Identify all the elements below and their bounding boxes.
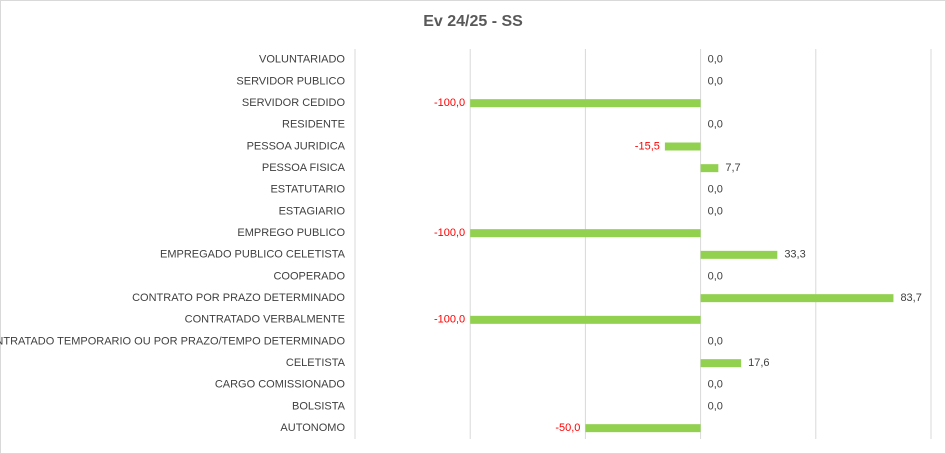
y-tick-label: ESTATUTARIO [270,184,345,196]
y-tick-label: SERVIDOR PUBLICO [236,75,345,87]
bar [470,315,701,324]
data-label: 83,7 [900,292,921,304]
y-tick-label: AUTONOMO [280,422,345,434]
data-label: 7,7 [725,162,740,174]
data-label: -15,5 [635,140,660,152]
data-label: 0,0 [708,270,723,282]
data-label: 0,0 [708,379,723,391]
data-label: 0,0 [708,75,723,87]
bar [700,294,894,303]
y-tick-label: CONTRATADO VERBALMENTE [185,314,345,326]
data-label: 0,0 [708,335,723,347]
data-label: 0,0 [708,205,723,217]
data-label: 33,3 [784,249,805,261]
data-label: -100,0 [434,314,465,326]
bar [470,229,701,238]
y-tick-label: SERVIDOR CEDIDO [242,97,346,109]
y-tick-label: RESIDENTE [282,119,345,131]
y-tick-label: CELETISTA [286,357,346,369]
y-tick-label: BOLSISTA [292,400,346,412]
data-label: 17,6 [748,357,769,369]
chart-title: Ev 24/25 - SS [423,13,523,30]
bar [700,250,778,259]
y-tick-label: CARGO COMISSIONADO [215,379,346,391]
y-tick-label: EMPREGADO PUBLICO CELETISTA [160,249,346,261]
data-label: -100,0 [434,227,465,239]
data-label: -50,0 [555,422,580,434]
y-tick-label: PESSOA FISICA [262,162,346,174]
y-tick-label: CONTRATADO TEMPORARIO OU POR PRAZO/TEMPO… [0,335,345,347]
y-tick-label: COOPERADO [273,270,345,282]
bar [470,99,701,108]
y-tick-label: EMPREGO PUBLICO [237,227,345,239]
bar [664,142,701,151]
y-tick-label: PESSOA JURIDICA [247,140,346,152]
data-label: 0,0 [708,400,723,412]
bar [585,424,701,433]
bar [700,359,742,368]
data-label: -100,0 [434,97,465,109]
y-tick-label: CONTRATO POR PRAZO DETERMINADO [132,292,345,304]
bar [700,164,719,173]
y-tick-label: VOLUNTARIADO [259,54,345,66]
y-tick-label: ESTAGIARIO [279,205,346,217]
data-label: 0,0 [708,54,723,66]
data-label: 0,0 [708,184,723,196]
data-label: 0,0 [708,119,723,131]
